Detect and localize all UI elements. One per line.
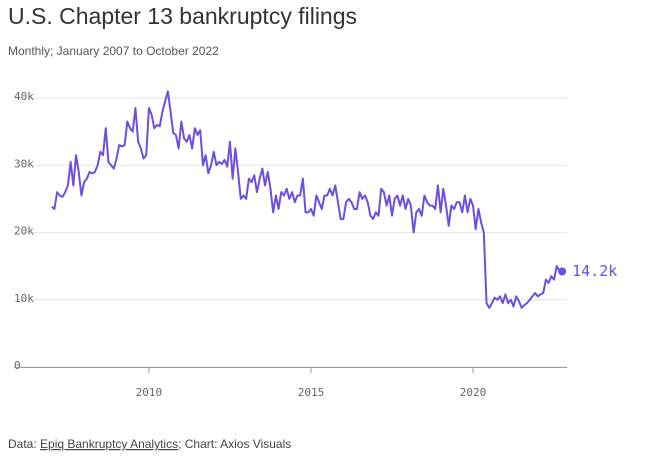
y-tick-label: 30k	[14, 157, 34, 170]
y-tick-label: 20k	[14, 225, 34, 238]
chart-subtitle: Monthly; January 2007 to October 2022	[8, 44, 219, 58]
y-tick-label: 40k	[14, 90, 34, 103]
source-prefix: Data:	[8, 437, 40, 451]
x-tick-label: 2020	[460, 386, 487, 399]
value-label: 14.2k	[572, 262, 617, 280]
y-tick-label: 0	[14, 359, 21, 372]
x-tick-label: 2010	[136, 386, 163, 399]
credit: ; Chart: Axios Visuals	[178, 437, 291, 451]
y-tick-label: 10k	[14, 292, 34, 305]
source-note: Data: Epiq Bankruptcy Analytics; Chart: …	[8, 437, 291, 451]
source: Epiq Bankruptcy Analytics	[40, 437, 178, 451]
line	[51, 90, 563, 309]
chart-title: U.S. Chapter 13 bankruptcy filings	[8, 3, 357, 29]
x-tick-label: 2015	[298, 386, 325, 399]
end-point	[558, 267, 567, 276]
